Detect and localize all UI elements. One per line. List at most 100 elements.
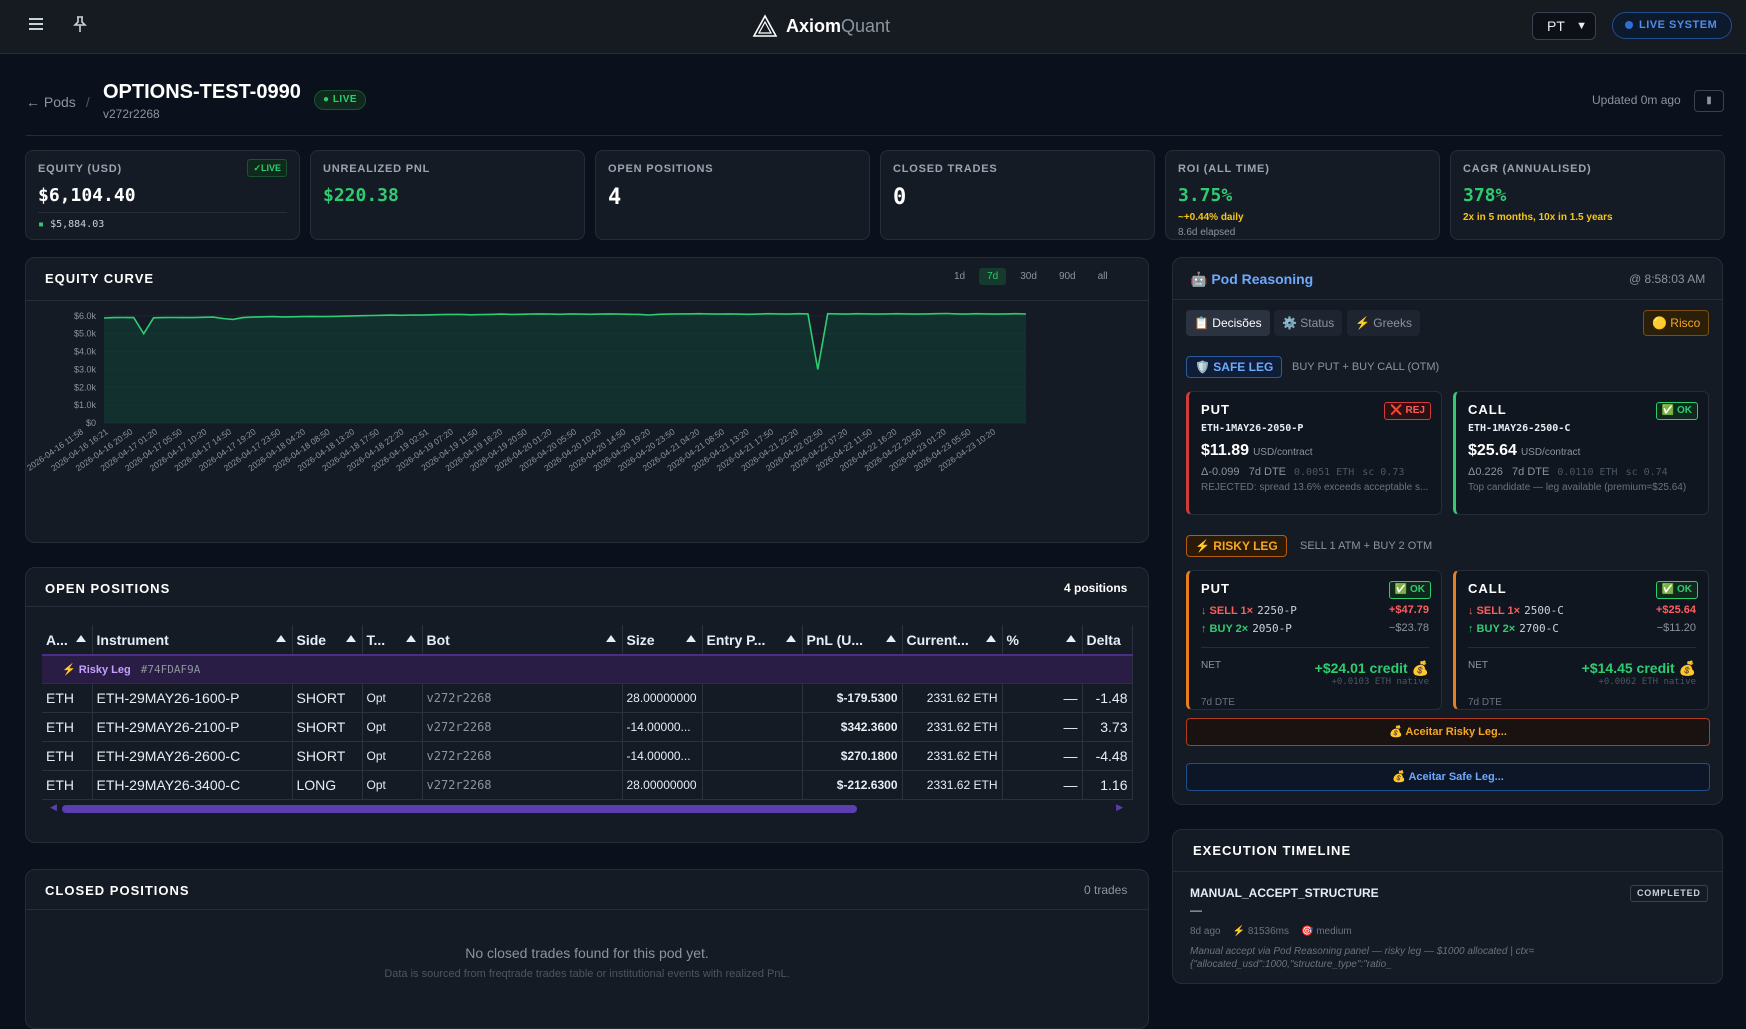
risky-leg-tag: ⚡ RISKY LEG bbox=[1186, 535, 1287, 557]
sort-asc-icon[interactable] bbox=[605, 635, 616, 642]
column-header[interactable]: Delta bbox=[1082, 625, 1133, 656]
reasoning-time: @ 8:58:03 AM bbox=[1629, 272, 1706, 286]
cash-icon: ▪ bbox=[38, 219, 45, 230]
option-dte: 7d DTE bbox=[1201, 697, 1235, 708]
closed-positions-panel bbox=[25, 869, 1149, 1029]
risky-call-card[interactable]: CALL ✅ OK ↓ SELL 1× 2500-C +$25.64 ↑ BUY 2… bbox=[1453, 570, 1709, 710]
native-value: +0.0062 ETH native bbox=[1598, 677, 1696, 687]
tab-decisoes[interactable]: 📋 Decisões bbox=[1186, 310, 1270, 336]
option-dte: 7d DTE bbox=[1512, 466, 1550, 478]
sell-label: ↓ SELL 1× bbox=[1201, 605, 1254, 617]
ok-chip: ✅ OK bbox=[1388, 581, 1431, 599]
sort-asc-icon[interactable] bbox=[345, 635, 356, 642]
sort-asc-icon[interactable] bbox=[275, 635, 286, 642]
accept-risky-leg-button[interactable]: 💰 Aceitar Risky Leg... bbox=[1186, 718, 1710, 746]
group-id: #74FDAF9A bbox=[140, 662, 201, 676]
scroll-thumb[interactable] bbox=[62, 805, 857, 813]
pod-reasoning-title: 🤖 Pod Reasoning bbox=[1190, 271, 1314, 287]
column-header[interactable]: Instrument bbox=[92, 625, 293, 656]
column-header[interactable]: Current... bbox=[902, 625, 1003, 656]
scroll-right-icon[interactable]: ▶ bbox=[1116, 802, 1123, 812]
range-all[interactable]: all bbox=[1097, 271, 1108, 282]
table-row[interactable]: ETH ETH-29MAY26-1600-P SHORT Opt v272r2268 28… bbox=[42, 683, 1133, 713]
safe-call-card[interactable]: CALL ✅ OK ETH-1MAY26-2500-C $25.64 USD/co… bbox=[1453, 391, 1709, 515]
y-tick-label: $6.0k bbox=[74, 311, 97, 321]
safe-put-card[interactable]: PUT ❌ REJ ETH-1MAY26-2050-P $11.89 USD/co… bbox=[1186, 391, 1442, 515]
option-symbol: ETH-1MAY26-2050-P bbox=[1201, 423, 1304, 434]
closed-count: 0 trades bbox=[1084, 883, 1128, 897]
cell-size: -14.00000... bbox=[622, 741, 703, 771]
sort-asc-icon[interactable] bbox=[1065, 635, 1076, 642]
language-select[interactable]: PT ▼ bbox=[1532, 12, 1596, 40]
range-7d[interactable]: 7d bbox=[979, 268, 1007, 285]
divider bbox=[26, 135, 1722, 136]
ok-chip: ✅ OK bbox=[1655, 402, 1698, 420]
y-tick-label: $0 bbox=[86, 418, 96, 428]
breadcrumb[interactable]: ← Pods / bbox=[26, 94, 90, 110]
option-type: PUT bbox=[1201, 581, 1230, 596]
timeline-meta: 8d ago ⚡ 81536ms 🎯 medium bbox=[1190, 926, 1352, 937]
table-row[interactable]: ETH ETH-29MAY26-2600-C SHORT Opt v272r2268 -1… bbox=[42, 741, 1133, 771]
sort-asc-icon[interactable] bbox=[685, 635, 696, 642]
kpi-label: CLOSED TRADES bbox=[893, 163, 998, 175]
column-header[interactable]: PnL (U... bbox=[802, 625, 903, 656]
table-row[interactable]: ETH ETH-29MAY26-3400-C LONG Opt v272r2268 28.… bbox=[42, 770, 1133, 800]
y-tick-label: $4.0k bbox=[74, 347, 97, 357]
cell-bot: v272r2268 bbox=[422, 683, 623, 713]
pin-icon[interactable] bbox=[68, 14, 92, 38]
table-row[interactable]: ETH ETH-29MAY26-2100-P SHORT Opt v272r2268 -1… bbox=[42, 712, 1133, 742]
page-subtitle: v272r2268 bbox=[103, 107, 160, 121]
pod-reasoning-panel bbox=[1172, 257, 1723, 805]
tab-status[interactable]: ⚙️ Status bbox=[1274, 310, 1343, 336]
range-30d[interactable]: 30d bbox=[1020, 271, 1037, 282]
cell-asset: ETH bbox=[42, 741, 93, 771]
cell-bot: v272r2268 bbox=[422, 712, 623, 742]
breadcrumb-pods[interactable]: ← Pods bbox=[26, 94, 76, 110]
cell-size: 28.00000000 bbox=[622, 770, 703, 800]
buy-strike: 2700-C bbox=[1519, 622, 1559, 635]
brand-logo[interactable]: Axiom Quant bbox=[752, 14, 890, 38]
live-chip: ✓LIVE bbox=[247, 159, 287, 177]
scroll-left-icon[interactable]: ◀ bbox=[50, 802, 57, 812]
cell-instrument: ETH-29MAY26-1600-P bbox=[92, 683, 293, 713]
sort-asc-icon[interactable] bbox=[75, 635, 86, 642]
sort-asc-icon[interactable] bbox=[405, 635, 416, 642]
buy-value: −$23.78 bbox=[1388, 622, 1429, 634]
cell-pct: — bbox=[1002, 770, 1083, 800]
price-unit: USD/contract bbox=[1520, 447, 1581, 458]
risky-put-card[interactable]: PUT ✅ OK ↓ SELL 1× 2250-P +$47.79 ↑ BUY 2×… bbox=[1186, 570, 1442, 710]
column-header[interactable]: T... bbox=[362, 625, 423, 656]
cell-type: Opt bbox=[362, 683, 423, 713]
column-header[interactable]: A... bbox=[42, 625, 93, 656]
positions-table: A... Instrument Side T... Bot Size Entry P... P… bbox=[42, 625, 1133, 800]
safe-leg-desc: BUY PUT + BUY CALL (OTM) bbox=[1292, 361, 1440, 373]
range-90d[interactable]: 90d bbox=[1058, 271, 1076, 282]
cell-entry bbox=[702, 712, 803, 742]
column-header[interactable]: Side bbox=[292, 625, 363, 656]
timeline-dash: — bbox=[1190, 903, 1202, 917]
menu-icon[interactable] bbox=[24, 14, 48, 38]
column-header[interactable]: Entry P... bbox=[702, 625, 803, 656]
sort-asc-icon[interactable] bbox=[885, 635, 896, 642]
sort-asc-icon[interactable] bbox=[985, 635, 996, 642]
horizontal-scrollbar[interactable]: ◀ ▶ bbox=[50, 802, 1123, 813]
option-note: Top candidate — leg available (premium=$… bbox=[1468, 482, 1687, 493]
range-1d[interactable]: 1d bbox=[954, 271, 966, 282]
rejected-chip: ❌ REJ bbox=[1384, 402, 1431, 420]
live-system-badge[interactable]: LIVE SYSTEM bbox=[1612, 12, 1732, 39]
kpi-label: UNREALIZED PNL bbox=[323, 163, 431, 175]
kpi-value: 4 bbox=[608, 185, 622, 210]
column-header[interactable]: % bbox=[1002, 625, 1083, 656]
risk-button[interactable]: 🟡 Risco bbox=[1643, 310, 1710, 336]
option-note: REJECTED: spread 13.6% exceeds acceptabl… bbox=[1201, 482, 1429, 493]
option-symbol: ETH-1MAY26-2500-C bbox=[1468, 423, 1571, 434]
accept-safe-leg-button[interactable]: 💰 Aceitar Safe Leg... bbox=[1186, 763, 1710, 791]
refresh-button[interactable]: ▮ bbox=[1694, 90, 1724, 112]
column-header[interactable]: Bot bbox=[422, 625, 623, 656]
sort-asc-icon[interactable] bbox=[785, 635, 796, 642]
tab-greeks[interactable]: ⚡ Greeks bbox=[1347, 310, 1420, 336]
native-value: +0.0103 ETH native bbox=[1331, 677, 1429, 687]
kpi-label: EQUITY (USD) bbox=[38, 163, 122, 175]
column-header[interactable]: Size bbox=[622, 625, 703, 656]
option-price: $25.64 bbox=[1468, 442, 1517, 459]
